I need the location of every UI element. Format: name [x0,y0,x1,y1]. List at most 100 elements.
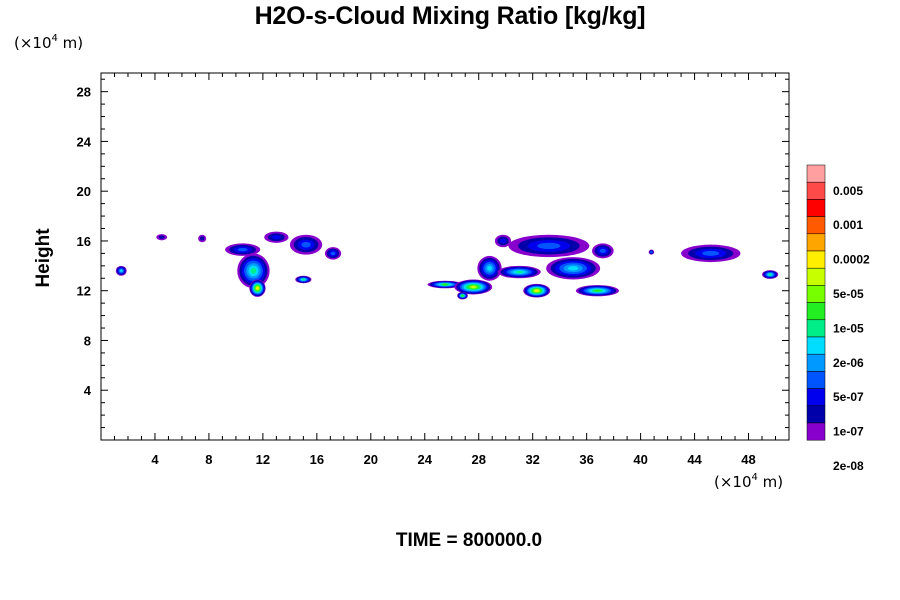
legend-label: 0.0002 [833,253,870,267]
y-axis: 4 8 12 16 20 24 28 [77,78,789,429]
time-label: TIME = 800000.0 [395,530,543,551]
x-tick-label: 12 [256,452,270,467]
legend-label: 1e-07 [833,425,864,439]
x-tick-label: 20 [364,452,378,467]
x-tick-label: 28 [471,452,485,467]
legend-swatch [806,319,826,338]
cloud-region [497,265,541,279]
x-tick-label: 36 [579,452,593,467]
svg-text:(×104 m): (×104 m) [714,472,783,491]
cloud-region [477,255,502,281]
cloud-contour [199,236,205,241]
cloud-contour [535,289,539,292]
legend-label: 1e-05 [833,321,864,335]
cloud-contour [256,287,259,290]
legend-label: 0.001 [833,218,863,232]
cloud-contour [768,273,772,276]
cloud-region [225,243,261,256]
cloud-contour [599,248,606,254]
cloud-region [681,244,741,263]
legend-swatch [806,302,826,321]
cloud-region [115,265,127,276]
cloud-region [427,280,463,289]
chart-title: H2O-s-Cloud Mixing Ratio [kg/kg] [254,2,646,30]
legend-swatch [806,267,826,286]
cloud-region [198,234,207,243]
legend-swatch [806,199,826,217]
y-tick-label: 28 [77,85,91,100]
y-tick-label: 24 [77,134,92,149]
y-tick-label: 12 [77,284,91,299]
legend-label: 0.005 [833,184,863,198]
cloud-region [237,253,270,289]
x-tick-label: 24 [418,452,433,467]
cloud-contour [471,285,476,289]
cloud-contour [271,235,281,240]
cloud-region [508,234,590,258]
cloud-region [648,249,655,255]
cloud-contour [567,266,579,271]
cloud-region [295,275,312,284]
x-tick-label: 16 [310,452,324,467]
cloud-region [762,270,779,279]
legend-swatch [806,181,826,200]
svg-text:(×104 m): (×104 m) [14,33,83,52]
y-tick-label: 4 [84,383,92,398]
x-axis: 4 8 12 16 20 24 28 32 36 40 44 48 [113,73,777,467]
legend-swatch [806,371,826,389]
x-tick-label: 4 [151,452,159,467]
cloud-contour [537,242,561,250]
legend-swatch [806,336,826,355]
legend-swatch [806,216,826,235]
cloud-region [249,279,266,297]
y-tick-label: 8 [84,333,91,348]
legend-swatch [806,164,826,183]
cloud-region [592,243,614,259]
plot-frame [100,72,790,441]
cloud-region [494,234,512,248]
y-axis-title: Height [33,228,54,288]
legend-label: 5e-07 [833,390,864,404]
cloud-contour [594,289,601,292]
y-axis-unit-label: (×104 m) [14,33,83,52]
cloud-region [457,291,468,300]
x-tick-label: 8 [205,452,212,467]
cloud-contour [702,250,720,256]
x-tick-label: 32 [525,452,539,467]
cloud-contour [515,270,523,274]
cloud-contour [237,247,248,252]
cloud-contour [120,269,123,273]
x-tick-label: 48 [741,452,755,467]
y-tick-label: 16 [77,234,91,249]
legend-swatch [806,388,826,407]
cloud-region [324,247,342,260]
cloud-contour [487,265,492,271]
cloud-region [264,231,289,243]
x-tick-label: 44 [687,452,702,467]
cloud-contour [499,238,507,244]
legend-swatch [806,353,826,372]
cloud-contour [330,251,336,256]
cloud-contour [302,278,305,281]
legend-swatch [806,285,826,303]
legend-swatch [806,233,826,252]
legend-swatch [806,422,826,441]
x-tick-label: 40 [633,452,647,467]
cloud-contour [442,283,448,286]
cloud-region [454,279,493,295]
legend-label: 5e-05 [833,287,864,301]
cloud-contour [650,250,653,254]
cloud-contour [301,241,311,248]
cloud-region [546,257,601,280]
cloud-contour [158,235,165,239]
cloud-contour [461,294,464,297]
legend-label: 2e-06 [833,356,864,370]
legend-label: 2e-08 [833,459,864,473]
color-legend: 0.005 0.001 0.0002 5e-05 1e-05 2e-06 5e-07 1e-0… [806,164,870,473]
x-axis-unit-label: (×104 m) [714,472,783,491]
cloud-region [575,285,620,297]
legend-swatch [806,405,826,424]
legend-swatch [806,250,826,269]
cloud-contour [250,267,257,274]
